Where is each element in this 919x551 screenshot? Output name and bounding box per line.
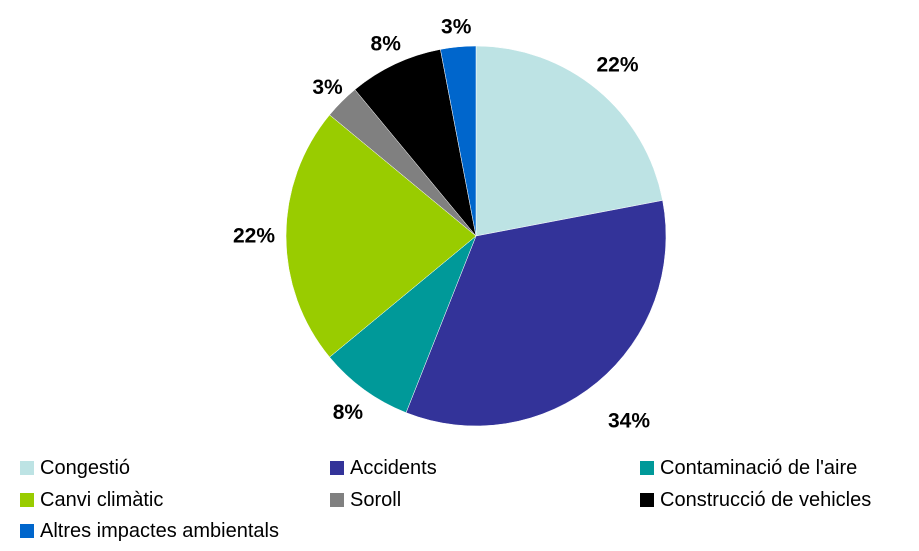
data-label-contaminacio-de-l-aire: 8%	[333, 401, 364, 424]
data-label-soroll: 3%	[312, 76, 343, 99]
legend-label: Construcció de vehicles	[660, 488, 872, 511]
legend-label: Contaminació de l'aire	[660, 456, 858, 479]
legend-item-canvi-climatic: Canvi climàtic	[20, 488, 163, 512]
legend-item-soroll: Soroll	[330, 488, 401, 512]
legend-label: Soroll	[350, 488, 402, 511]
legend-swatch	[20, 524, 34, 538]
legend-label: Accidents	[350, 456, 437, 479]
data-label-construccio-de-vehicles: 8%	[371, 33, 402, 56]
legend-label: Congestió	[40, 456, 131, 479]
data-label-accidents: 34%	[608, 409, 650, 432]
legend-swatch	[20, 493, 34, 507]
legend-item-altres-impactes-ambientals: Altres impactes ambientals	[20, 519, 279, 543]
legend-item-accidents: Accidents	[330, 456, 437, 480]
legend-label: Canvi climàtic	[40, 488, 164, 511]
pie-slice-altres-impactes-ambientals	[440, 45, 477, 237]
pie-data-labels: 22% 34% 8% 22% 3% 8% 3%	[233, 15, 650, 432]
pie-slice-construccio-de-vehicles	[354, 49, 477, 237]
data-label-canvi-climatic: 22%	[233, 225, 275, 248]
legend-swatch	[330, 461, 344, 475]
legend-item-congestio: Congestió	[20, 456, 130, 480]
pie-slices	[285, 45, 667, 427]
data-label-congestio: 22%	[596, 53, 638, 76]
legend-swatch	[330, 493, 344, 507]
pie-slice-accidents	[405, 200, 667, 427]
legend-label: Altres impactes ambientals	[40, 519, 279, 542]
legend-swatch	[640, 493, 654, 507]
legend-swatch	[20, 461, 34, 475]
data-label-altres-impactes-ambientals: 3%	[441, 15, 472, 38]
legend-item-construccio-de-vehicles: Construcció de vehicles	[640, 488, 871, 512]
legend-swatch	[640, 461, 654, 475]
pie-slice-contaminacio-de-l-aire	[329, 235, 477, 413]
legend-item-contaminacio-de-l-aire: Contaminació de l'aire	[640, 456, 857, 480]
pie-slice-congestio	[475, 45, 663, 237]
pie-slice-canvi-climatic	[285, 114, 477, 358]
